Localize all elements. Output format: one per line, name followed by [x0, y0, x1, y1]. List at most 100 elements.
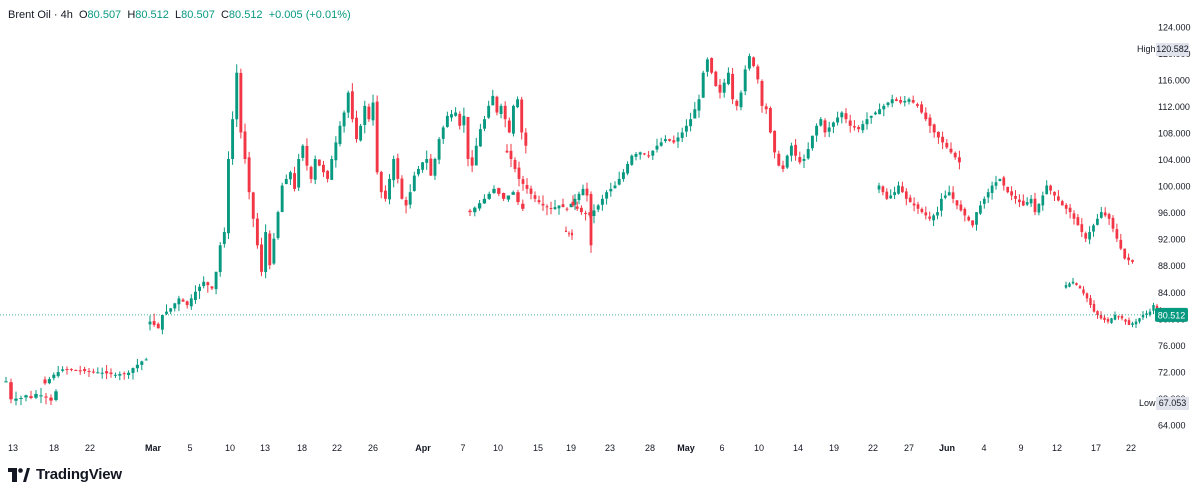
candle-body — [1138, 318, 1141, 322]
candle-body — [388, 178, 391, 200]
time-tick-label: 13 — [8, 443, 18, 453]
candle-body — [901, 186, 904, 193]
price-axis[interactable]: 64.00068.00072.00076.00080.00084.00088.0… — [1158, 22, 1191, 430]
candle-body — [579, 207, 583, 213]
candle-body — [251, 192, 255, 219]
candle-body — [743, 69, 747, 92]
candle-body — [908, 197, 912, 203]
time-tick-label: 6 — [719, 443, 724, 453]
time-tick-label: 7 — [460, 443, 465, 453]
candle-body — [474, 145, 478, 166]
candle-body — [330, 159, 334, 180]
candle-body — [1053, 191, 1056, 196]
candle-body — [160, 314, 164, 330]
candle-body — [785, 155, 789, 168]
candle-body — [959, 204, 963, 211]
time-tick-label: 19 — [566, 443, 576, 453]
low-marker-value: 67.053 — [1159, 398, 1187, 408]
candle-body — [326, 170, 330, 179]
candle-body — [113, 374, 117, 376]
candle-body — [949, 148, 953, 153]
candle-body — [889, 195, 893, 199]
candle-body — [491, 95, 495, 106]
candle-body — [689, 119, 693, 127]
time-tick-label: 28 — [645, 443, 655, 453]
candle-body — [317, 159, 321, 166]
candle-body — [718, 84, 722, 93]
candle-body — [185, 301, 189, 306]
candle-body — [573, 198, 577, 205]
candle-body — [367, 106, 371, 120]
candle-body — [293, 173, 296, 189]
candle-body — [1127, 257, 1130, 261]
candle-body — [284, 178, 288, 185]
candle-body — [165, 311, 168, 314]
price-tick-label: 124.000 — [1158, 22, 1191, 32]
candle-body — [503, 105, 507, 120]
candle-body — [634, 154, 638, 157]
candle-body — [1096, 218, 1099, 225]
candle-body — [676, 137, 680, 142]
candle-body — [815, 125, 819, 136]
high-value-badge — [1156, 43, 1189, 56]
candle-body — [520, 99, 524, 133]
candle-body — [122, 373, 126, 375]
candle-body — [967, 216, 971, 221]
candle-body — [264, 232, 268, 273]
candle-body — [1131, 323, 1134, 326]
candle-body — [621, 172, 625, 180]
price-tick-label: 104.000 — [1158, 155, 1191, 165]
candle-body — [953, 152, 957, 158]
candle-body — [1141, 314, 1145, 318]
candle-body — [882, 105, 886, 110]
candle-body — [651, 150, 655, 156]
candle-body — [47, 379, 51, 384]
candle-body — [570, 232, 574, 236]
candle-body — [513, 159, 517, 169]
price-tick-label: 88.000 — [1158, 261, 1186, 271]
candle-body — [557, 205, 561, 209]
candle-body — [210, 286, 214, 289]
time-tick-label: 4 — [981, 443, 986, 453]
candle-body — [638, 152, 642, 155]
candle-body — [425, 159, 429, 163]
candle-body — [525, 184, 529, 189]
candle-body — [613, 185, 617, 189]
candle-body — [585, 188, 589, 196]
candle-body — [34, 393, 38, 398]
candle-body — [668, 139, 672, 141]
candle-body — [982, 198, 986, 204]
candle-body — [206, 282, 210, 286]
candle-body — [483, 119, 486, 129]
candle-body — [672, 140, 676, 143]
candle-body — [626, 163, 630, 174]
high-marker-label: High — [1137, 44, 1156, 54]
candle-body — [899, 100, 903, 103]
candles-layer — [4, 53, 1162, 406]
time-tick-label: 18 — [297, 443, 307, 453]
candle-body — [886, 102, 890, 106]
candle-body — [96, 372, 100, 374]
candle-body — [487, 105, 491, 118]
candle-body — [920, 208, 924, 213]
legend-change: +0.005 (+0.01%) — [268, 9, 351, 21]
candle-body — [630, 155, 634, 165]
candle-body — [49, 397, 53, 401]
candle-body — [506, 195, 511, 200]
tradingview-logo[interactable]: TradingView — [8, 466, 122, 483]
candle-body — [91, 371, 95, 373]
candle-body — [74, 370, 78, 372]
candle-body — [852, 126, 856, 128]
time-axis[interactable]: 13 18 22 Mar 5 10 13 18 22 26 Apr 7 10 15 19 23 28 May 6 10… — [8, 443, 1136, 453]
candle-body — [492, 188, 496, 193]
candle-body — [561, 204, 565, 208]
candle-body — [14, 398, 18, 401]
candle-body — [735, 100, 739, 106]
candle-body — [404, 200, 408, 206]
candle-body — [177, 298, 181, 305]
low-value-badge — [1156, 397, 1189, 410]
candle-body — [29, 396, 33, 398]
candle-body — [1107, 214, 1111, 219]
candle-body — [342, 112, 346, 127]
